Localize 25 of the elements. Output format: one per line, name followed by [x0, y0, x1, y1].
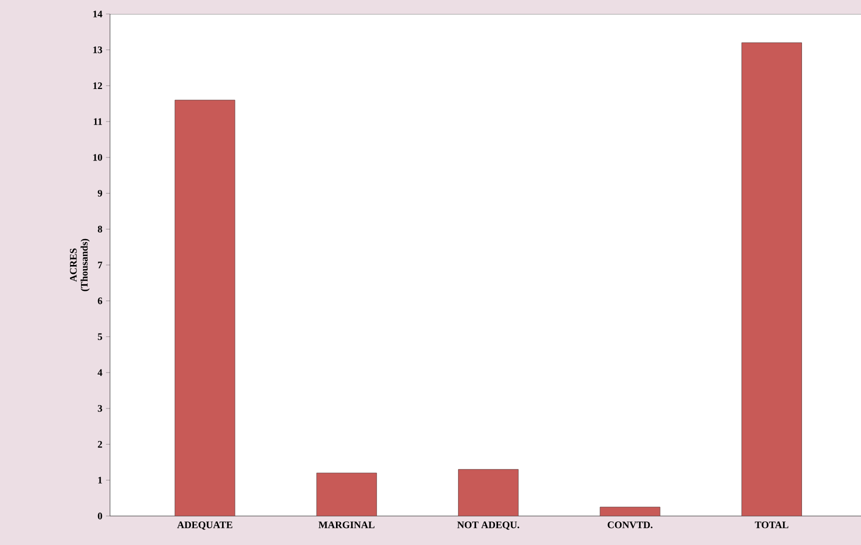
- x-tick-label: MARGINAL: [318, 522, 374, 528]
- y-tick-label: 1: [98, 476, 102, 484]
- y-tick-label: 13: [93, 46, 102, 54]
- y-tick-label: 6: [98, 298, 102, 304]
- x-tick-label: NOT ADEQU.: [457, 522, 520, 530]
- y-tick-label: 10: [93, 154, 102, 161]
- y-tick-label: 8: [98, 226, 102, 232]
- x-tick-label: CONVTD.: [608, 522, 652, 528]
- bar: [316, 472, 377, 516]
- y-tick-label: 9: [98, 190, 102, 197]
- y-axis-title: ACRES (Thousands): [70, 238, 90, 292]
- y-tick-label: 0: [98, 512, 102, 520]
- y-tick-label: 11: [94, 118, 102, 125]
- y-tick-label: 14: [93, 10, 102, 18]
- y-tick-label: 4: [98, 369, 102, 376]
- x-tick-label: TOTAL: [754, 522, 788, 528]
- y-tick-label: 12: [93, 82, 102, 90]
- x-tick-label: ADEQUATE: [177, 522, 232, 530]
- bar: [458, 469, 519, 516]
- bar: [174, 100, 236, 516]
- y-tick-label: 2: [98, 440, 102, 448]
- bar: [742, 42, 802, 516]
- y-tick-label: 3: [98, 405, 102, 412]
- y-tick-label: 5: [98, 333, 102, 340]
- y-tick-label: 7: [98, 262, 102, 268]
